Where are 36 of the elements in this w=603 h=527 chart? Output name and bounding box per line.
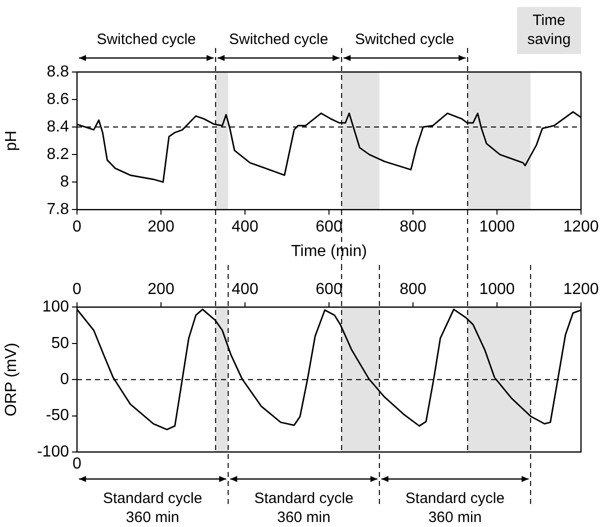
x2-tick-label: 200 — [148, 281, 174, 298]
text: Switched cycle — [96, 31, 196, 48]
y-tick-label: 8.4 — [46, 118, 70, 136]
x-tick-label: 400 — [232, 218, 258, 236]
text: Standard cycle 360 min — [102, 490, 202, 526]
y-tick-label: 8.6 — [46, 90, 70, 108]
x2-tick-label: 400 — [232, 281, 258, 298]
y-tick-label: 8.2 — [46, 146, 70, 163]
text: Switched cycle — [228, 31, 328, 48]
y-axis-title: pH — [3, 130, 20, 152]
y-axis-title: ORP (mV) — [3, 342, 20, 416]
x-tick-label: 600 — [316, 218, 342, 236]
y-tick-label: 7.8 — [46, 201, 70, 218]
text: Standard cycle 360 min — [254, 490, 354, 526]
y-tick-label: -50 — [46, 407, 70, 424]
text: Standard cycle 360 min — [405, 490, 505, 526]
text: 0 — [72, 455, 82, 472]
x2-tick-label: 1000 — [479, 281, 515, 298]
y-tick-label: -100 — [36, 443, 70, 460]
x-axis-title: Time (min) — [291, 242, 367, 260]
x-tick-label: 1200 — [563, 218, 599, 236]
y-tick-label: 8.8 — [46, 63, 70, 80]
x2-tick-label: 600 — [316, 281, 342, 298]
x-tick-label: 800 — [400, 218, 426, 236]
y-tick-label: 8 — [60, 173, 70, 190]
x2-tick-label: 1200 — [563, 281, 599, 298]
y-tick-label: 50 — [51, 334, 70, 352]
x2-tick-label: 0 — [72, 281, 82, 298]
y-tick-label: 100 — [42, 298, 70, 316]
x-tick-label: 200 — [148, 218, 174, 236]
text: Time saving — [527, 12, 571, 48]
text: Switched cycle — [354, 31, 454, 48]
x2-tick-label: 800 — [400, 281, 426, 298]
x-tick-label: 1000 — [479, 218, 515, 236]
x-tick-label: 0 — [72, 218, 82, 236]
y-tick-label: 0 — [60, 371, 70, 388]
